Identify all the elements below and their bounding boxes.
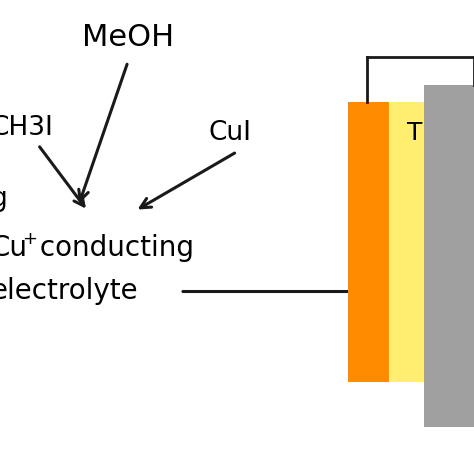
Bar — [424, 85, 474, 427]
Text: electrolyte: electrolyte — [0, 277, 138, 305]
Bar — [348, 102, 389, 382]
Text: MeOH: MeOH — [82, 23, 174, 53]
Text: Cu: Cu — [0, 234, 27, 262]
Text: T: T — [407, 121, 422, 145]
Bar — [389, 102, 424, 382]
Text: +: + — [22, 230, 37, 248]
Text: CH3I: CH3I — [0, 115, 54, 141]
Text: conducting: conducting — [31, 234, 194, 262]
Text: g: g — [0, 186, 7, 212]
Text: CuI: CuI — [209, 120, 252, 146]
